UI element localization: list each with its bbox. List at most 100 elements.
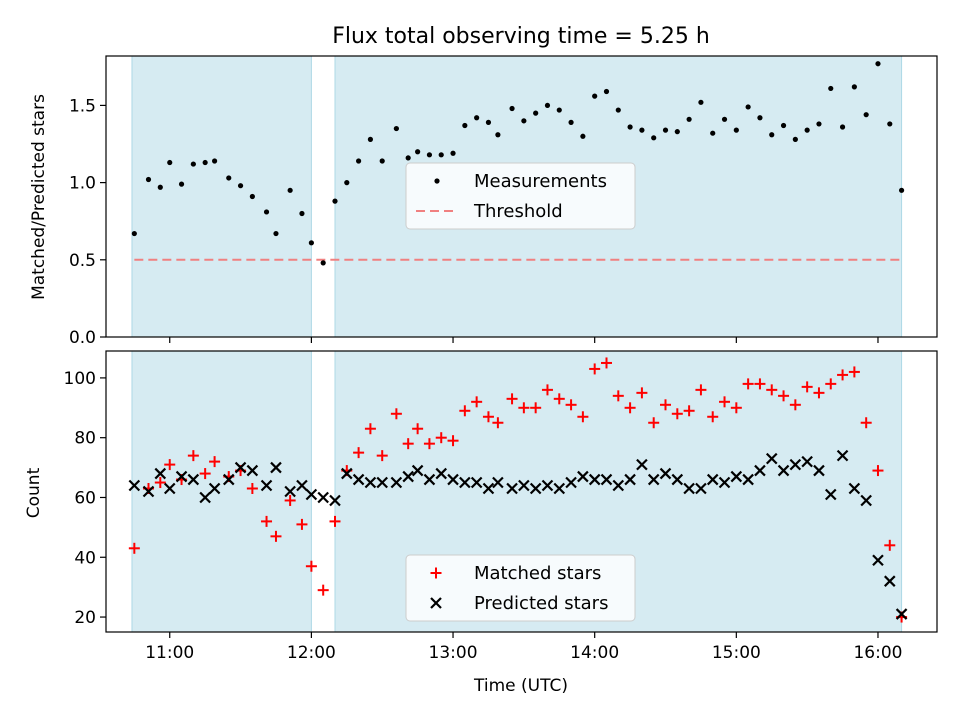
- measurement-point: [651, 135, 657, 141]
- measurement-point: [580, 133, 586, 139]
- measurement-point: [757, 115, 763, 121]
- cross-b: [187, 473, 200, 486]
- cross-b: [801, 455, 813, 468]
- predicted-star-point: [390, 476, 403, 489]
- matched-star-point: [423, 438, 435, 450]
- matched-star-point: [565, 399, 577, 411]
- x-tick-label: 12:00: [287, 643, 336, 663]
- matched-star-point: [459, 405, 471, 417]
- measurement-point: [851, 84, 857, 90]
- predicted-star-point: [260, 479, 273, 492]
- measurement-point: [544, 102, 551, 109]
- measurement-point: [178, 181, 185, 187]
- measurement-point: [462, 122, 468, 129]
- matched-star-point: [447, 435, 459, 447]
- predicted-star-point: [541, 479, 554, 492]
- cross-b: [529, 482, 542, 495]
- measurement-point: [237, 183, 244, 189]
- measurement-point: [320, 260, 326, 266]
- cross-b: [848, 482, 861, 495]
- predicted-star-point: [459, 476, 471, 489]
- x-tick-label: 11:00: [145, 643, 194, 663]
- predicted-star-points: [128, 449, 908, 620]
- cross-b: [600, 473, 613, 486]
- measurement-point: [710, 130, 716, 136]
- matched-star-point: [742, 378, 754, 390]
- predicted-star-point: [706, 473, 719, 486]
- cross-b: [754, 464, 766, 477]
- chart-title: Flux total observing time = 5.25 h: [332, 24, 710, 49]
- shaded-band-1: [131, 55, 312, 338]
- matched-star-point: [296, 518, 308, 530]
- predicted-star-point: [402, 470, 414, 483]
- measurement-point: [263, 209, 270, 215]
- legend-measurements-label: Measurements: [474, 171, 607, 192]
- matched-star-point: [305, 560, 317, 572]
- predicted-star-point: [600, 473, 613, 486]
- measurement-point: [426, 152, 433, 158]
- bottom-legend-box: [405, 554, 636, 622]
- matched-star-point: [872, 465, 884, 477]
- top-y-axis-label: Matched/Predicted stars: [29, 94, 49, 300]
- matched-star-point: [624, 402, 636, 414]
- matched-star-point: [707, 411, 719, 423]
- top-axes-frame: [105, 55, 938, 338]
- cross-b: [683, 482, 695, 495]
- predicted-star-point: [836, 449, 849, 462]
- y-tick-label: 1.5: [69, 96, 96, 116]
- predicted-star-point: [142, 485, 155, 498]
- matched-star-point: [778, 390, 790, 402]
- predicted-star-point: [163, 482, 176, 495]
- cross-b: [154, 467, 167, 480]
- matched-star-point: [789, 399, 801, 411]
- measurement-point: [556, 107, 562, 113]
- cross-b: [352, 473, 365, 486]
- y-tick-label: 0.5: [69, 251, 96, 271]
- predicted-star-point: [187, 473, 200, 486]
- predicted-star-point: [872, 554, 884, 567]
- predicted-star-point: [470, 476, 483, 489]
- predicted-star-point: [553, 482, 566, 495]
- cross-b: [376, 476, 388, 489]
- bottom-legend: Matched stars Predicted stars: [405, 554, 636, 622]
- measurement-point: [379, 158, 385, 164]
- cross-b: [270, 461, 282, 474]
- cross-b: [305, 488, 318, 501]
- measurement-point: [627, 124, 633, 130]
- matched-star-point: [261, 515, 273, 527]
- matched-star-point: [471, 396, 483, 408]
- measurement-point: [415, 149, 421, 155]
- measurement-point: [533, 110, 539, 116]
- measurement-point: [438, 152, 444, 158]
- predicted-star-point: [506, 482, 518, 495]
- legend-predicted-label: Predicted stars: [474, 593, 608, 614]
- predicted-star-point: [447, 473, 459, 486]
- matched-star-point: [813, 387, 825, 399]
- matched-star-point: [612, 390, 624, 402]
- cross-b: [482, 482, 495, 495]
- cross-b: [541, 479, 554, 492]
- top-legend-box: [405, 162, 636, 230]
- measurement-point: [393, 125, 399, 132]
- cross-b: [884, 575, 896, 587]
- cross-b: [296, 479, 308, 492]
- cross-b: [222, 473, 235, 486]
- matched-star-point: [577, 411, 589, 423]
- matched-star-point: [128, 542, 140, 554]
- cross-b: [624, 473, 636, 486]
- cross-b: [506, 482, 518, 495]
- measurement-point: [332, 198, 338, 204]
- y-tick-label: 60: [74, 488, 96, 508]
- measurement-point: [839, 124, 846, 130]
- predicted-star-point: [423, 473, 436, 486]
- legend-matched-label: Matched stars: [474, 563, 601, 584]
- cross-b: [518, 479, 530, 492]
- matched-star-point: [683, 405, 695, 417]
- predicted-star-point: [341, 467, 353, 480]
- predicted-star-point: [895, 608, 908, 620]
- cross-b: [730, 470, 743, 483]
- cross-b: [612, 479, 625, 492]
- measurement-point: [674, 129, 680, 135]
- measurement-point: [887, 121, 893, 127]
- legend-matched-marker: [430, 567, 442, 579]
